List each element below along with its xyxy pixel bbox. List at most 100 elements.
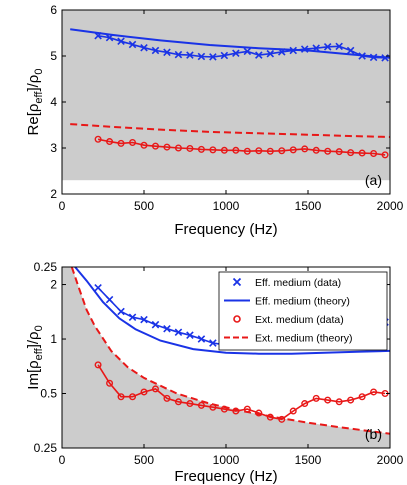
y-tick-label: 3 [50, 141, 57, 155]
legend-entry-label: Ext. medium (theory) [255, 333, 352, 345]
x-tick-label: 1000 [213, 199, 240, 213]
data-point [117, 139, 125, 147]
data-point [255, 147, 263, 155]
data-point [117, 37, 125, 46]
data-point [151, 385, 159, 393]
data-point [381, 151, 389, 159]
data-point [94, 283, 102, 292]
series-line-1-4 [97, 138, 386, 156]
data-point [301, 400, 309, 408]
y-tick-label: 0.25 [34, 260, 58, 274]
data-point [358, 149, 366, 157]
data-point [163, 324, 171, 333]
series-line-1-2 [97, 35, 386, 59]
legend-swatch [232, 277, 242, 287]
data-point [358, 393, 366, 401]
x-tick-label: 500 [134, 453, 154, 467]
data-point [94, 31, 102, 40]
data-point [209, 146, 217, 154]
data-point [370, 388, 378, 396]
data-point [151, 142, 159, 150]
data-point [220, 51, 229, 60]
data-point [174, 398, 182, 406]
chart-panel-1: 0 500 1000 1500 2000 2 3 4 5 6 Frequency (Hz) Re[ρe… [25, 3, 404, 238]
chart-panel-2: 0 500 1000 1500 2000 0.25 0.5 1 2 0.25 Frequency (… [25, 260, 404, 485]
data-point [140, 315, 148, 324]
data-point [140, 43, 148, 52]
data-point [117, 393, 125, 401]
data-point [163, 394, 171, 402]
data-point [232, 146, 240, 154]
data-point [300, 45, 309, 53]
x-axis-label: Frequency (Hz) [174, 468, 277, 485]
data-point [346, 46, 355, 55]
data-point [128, 40, 137, 49]
data-point [335, 148, 343, 156]
data-point [186, 144, 194, 152]
data-point [105, 295, 114, 304]
data-point [105, 33, 114, 42]
x-axis-label: Frequency (Hz) [174, 221, 277, 238]
data-point [174, 328, 183, 337]
data-point [209, 53, 217, 61]
data-point [243, 47, 252, 56]
data-point [358, 52, 366, 60]
y-tick-label: 0.25 [34, 441, 58, 455]
y-tick-label: 0.5 [40, 387, 57, 401]
data-point [243, 147, 251, 155]
data-point [312, 44, 320, 52]
data-point [106, 379, 114, 387]
data-point [140, 388, 148, 396]
data-point [232, 49, 240, 58]
y-tick-label: 4 [50, 95, 57, 109]
data-point [324, 396, 332, 404]
y-tick-label: 2 [50, 278, 57, 292]
data-point [255, 51, 263, 59]
data-point [289, 46, 298, 55]
legend-entry-label: Eff. medium (theory) [255, 296, 350, 308]
x-tick-label: 1000 [213, 453, 240, 467]
data-point [163, 143, 171, 151]
x-tick-label: 0 [59, 453, 66, 467]
data-point [163, 48, 171, 57]
y-tick-label: 1 [50, 332, 57, 346]
x-tick-label: 500 [134, 199, 154, 213]
series-line-1-1 [70, 28, 390, 59]
legend-entry-label: Ext. medium (data) [255, 314, 344, 326]
data-point [174, 50, 183, 59]
series-line-1-3 [70, 123, 390, 138]
data-point [266, 413, 274, 421]
data-point [278, 415, 286, 423]
data-point [129, 393, 137, 401]
y-tick-label: 5 [50, 49, 57, 63]
data-point [186, 400, 194, 408]
x-tick-label: 2000 [377, 199, 404, 213]
data-point [197, 401, 205, 409]
data-point [335, 398, 343, 406]
data-point [277, 48, 286, 56]
data-point [278, 147, 286, 155]
data-point [289, 407, 297, 415]
data-point [151, 320, 160, 329]
y-tick-label: 2 [50, 187, 57, 201]
data-point [197, 52, 206, 61]
data-point [312, 146, 320, 154]
series-line-2-4 [70, 267, 390, 435]
data-point [151, 46, 160, 55]
data-point [117, 307, 125, 316]
panel-label: (b) [365, 426, 382, 442]
data-point [174, 144, 182, 152]
y-axis-label: Im[ρeff]/ρ0 [25, 325, 45, 389]
data-point [94, 361, 102, 369]
data-point [140, 141, 148, 149]
data-point [266, 49, 275, 58]
x-tick-label: 0 [59, 199, 66, 213]
data-point [186, 331, 194, 339]
x-tick-label: 1500 [295, 453, 322, 467]
y-axis-label: Re[ρeff]/ρ0 [25, 69, 45, 136]
data-point [106, 138, 114, 146]
legend: Eff. medium (data) Eff. medium (theory) Ex… [218, 271, 388, 351]
data-point [197, 145, 205, 153]
shaded-region [62, 267, 390, 448]
